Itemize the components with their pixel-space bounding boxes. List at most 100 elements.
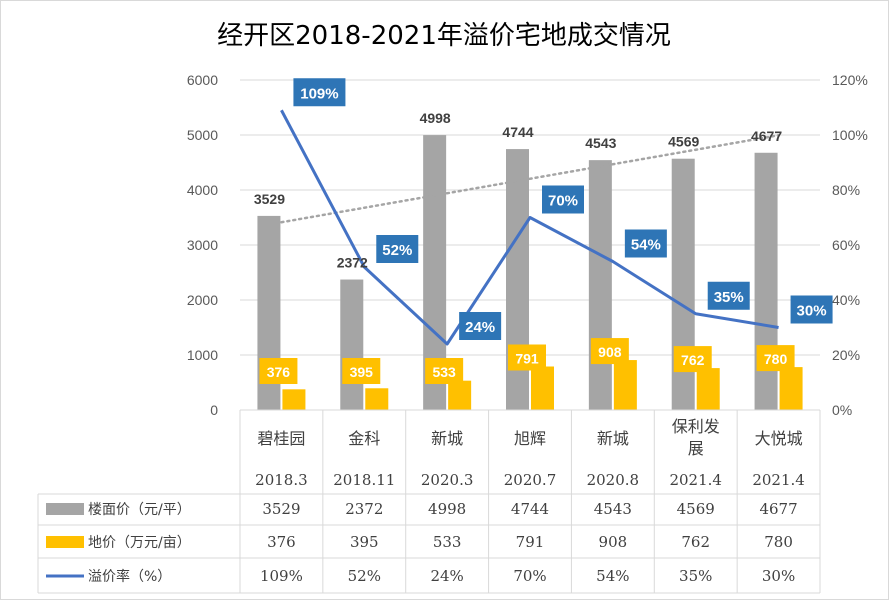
premium-rate-label: 70% [548,193,578,210]
date-label: 2020.7 [504,471,557,489]
land-price-bar [531,366,554,410]
floor-price-label: 4543 [585,135,616,151]
y-left-tick-label: 0 [210,402,218,418]
table-cell: 533 [433,533,462,551]
table-cell: 4543 [594,500,632,518]
premium-rate-label: 24% [465,319,495,336]
floor-price-trendline [280,133,780,224]
table-cell: 395 [350,533,379,551]
legend-key-swatch [46,503,84,515]
table-cell: 762 [681,533,710,551]
legend-key-swatch [46,536,84,548]
table-cell: 2372 [345,500,383,518]
premium-rate-label: 30% [797,303,827,320]
date-label: 2018.11 [333,471,395,489]
land-price-label: 533 [432,364,456,380]
category-label: 保利发 [672,417,720,436]
category-label: 旭辉 [514,429,546,448]
land-price-bar [448,380,472,410]
y-left-tick-label: 4000 [187,182,218,198]
y-left-tick-label: 3000 [187,237,218,253]
land-price-label-box [342,358,381,384]
premium-rate-label-box [707,281,750,310]
axis-ticks: 0 1000 2000 3000 4000 5000 6000 0% 20% 40% 60% 80% 1… [187,72,868,418]
floor-price-bar [588,160,612,410]
floor-price-label: 4744 [502,124,533,140]
trendline-layer [280,133,780,224]
date-label: 2018.3 [255,471,308,489]
table-cell: 70% [513,567,546,585]
table-cell: 4998 [428,500,466,518]
table-cell: 376 [267,533,296,551]
floor-price-label: 4998 [420,110,451,126]
chart-title: 经开区2018-2021年溢价宅地成交情况 [217,21,671,51]
land-price-bar [613,360,637,410]
land-price-bar [696,368,720,410]
floor-price-label: 3529 [254,191,285,207]
category-label: 展 [688,439,704,458]
category-label: 碧桂园 [257,429,305,448]
table-cell: 52% [348,567,381,585]
premium-rate-label-box [376,235,419,263]
y-left-tick-label: 2000 [187,292,218,308]
y-right-tick-label: 60% [832,237,860,253]
y-right-tick-label: 20% [832,347,860,363]
category-label: 新城 [597,429,629,448]
floor-price-bar [754,152,778,410]
y-right-tick-label: 40% [832,292,860,308]
land-price-label: 376 [267,364,291,380]
category-label: 新城 [431,429,463,448]
legend-label: 楼面价（元/平） [88,502,191,518]
table-cell: 4569 [677,500,715,518]
floor-price-bar [340,279,364,410]
table-cell: 791 [516,533,545,551]
y-right-tick-label: 120% [832,72,868,88]
rate-line-layer [280,109,779,346]
date-label: 2020.3 [421,471,474,489]
premium-rate-label: 54% [631,237,661,254]
floor-price-label: 4569 [668,134,699,150]
land-price-label: 780 [764,351,788,367]
premium-rate-label: 52% [382,242,412,259]
data-table: 碧桂园 2018.3 金科 2018.11 新城 2020.3 旭辉 2020.7 新城 2020… [37,409,821,594]
y-left-tick-label: 1000 [187,347,218,363]
land-price-label: 395 [350,364,374,380]
table-cell: 4744 [511,500,549,518]
land-price-label: 908 [598,344,622,360]
land-price-label-box [756,345,795,372]
date-label: 2021.4 [669,471,722,489]
land-price-label-box [673,346,712,373]
y-right-tick-label: 0% [832,402,852,418]
table-cell: 35% [679,567,712,585]
table-cell: 780 [764,533,793,551]
land-price-label: 791 [515,350,539,366]
y-left-tick-label: 6000 [187,72,218,88]
floor-price-bar [671,158,695,410]
y-right-tick-label: 80% [832,182,860,198]
y-left-tick-label: 5000 [187,127,218,143]
land-price-label-box [508,344,546,371]
land-price-bar [282,389,306,410]
table-cell: 3529 [262,500,300,518]
premium-rate-label-box [542,185,584,214]
floor-price-label: 2372 [337,255,368,271]
table-cell: 109% [260,567,303,585]
floor-price-bar [423,135,447,411]
legend-label: 地价（万元/亩） [88,534,191,551]
floor-price-label: 4677 [751,128,782,144]
premium-rate-label-box [293,78,346,107]
land-price-bar [365,388,389,410]
land-price-label: 762 [681,352,705,368]
premium-rate-label-box [790,295,833,324]
land-price-label-box [259,358,298,384]
data-labels: 3529 376 109% 2372 395 52% 4998 533 24% 4744 791 70… [254,78,833,384]
table-cell: 24% [430,567,463,585]
land-price-label-box [425,358,464,384]
table-cell: 54% [596,567,629,585]
y-right-tick-label: 100% [832,127,868,143]
premium-rate-label-box [459,312,502,340]
table-cell: 4677 [759,500,797,518]
land-price-bar [779,367,803,410]
